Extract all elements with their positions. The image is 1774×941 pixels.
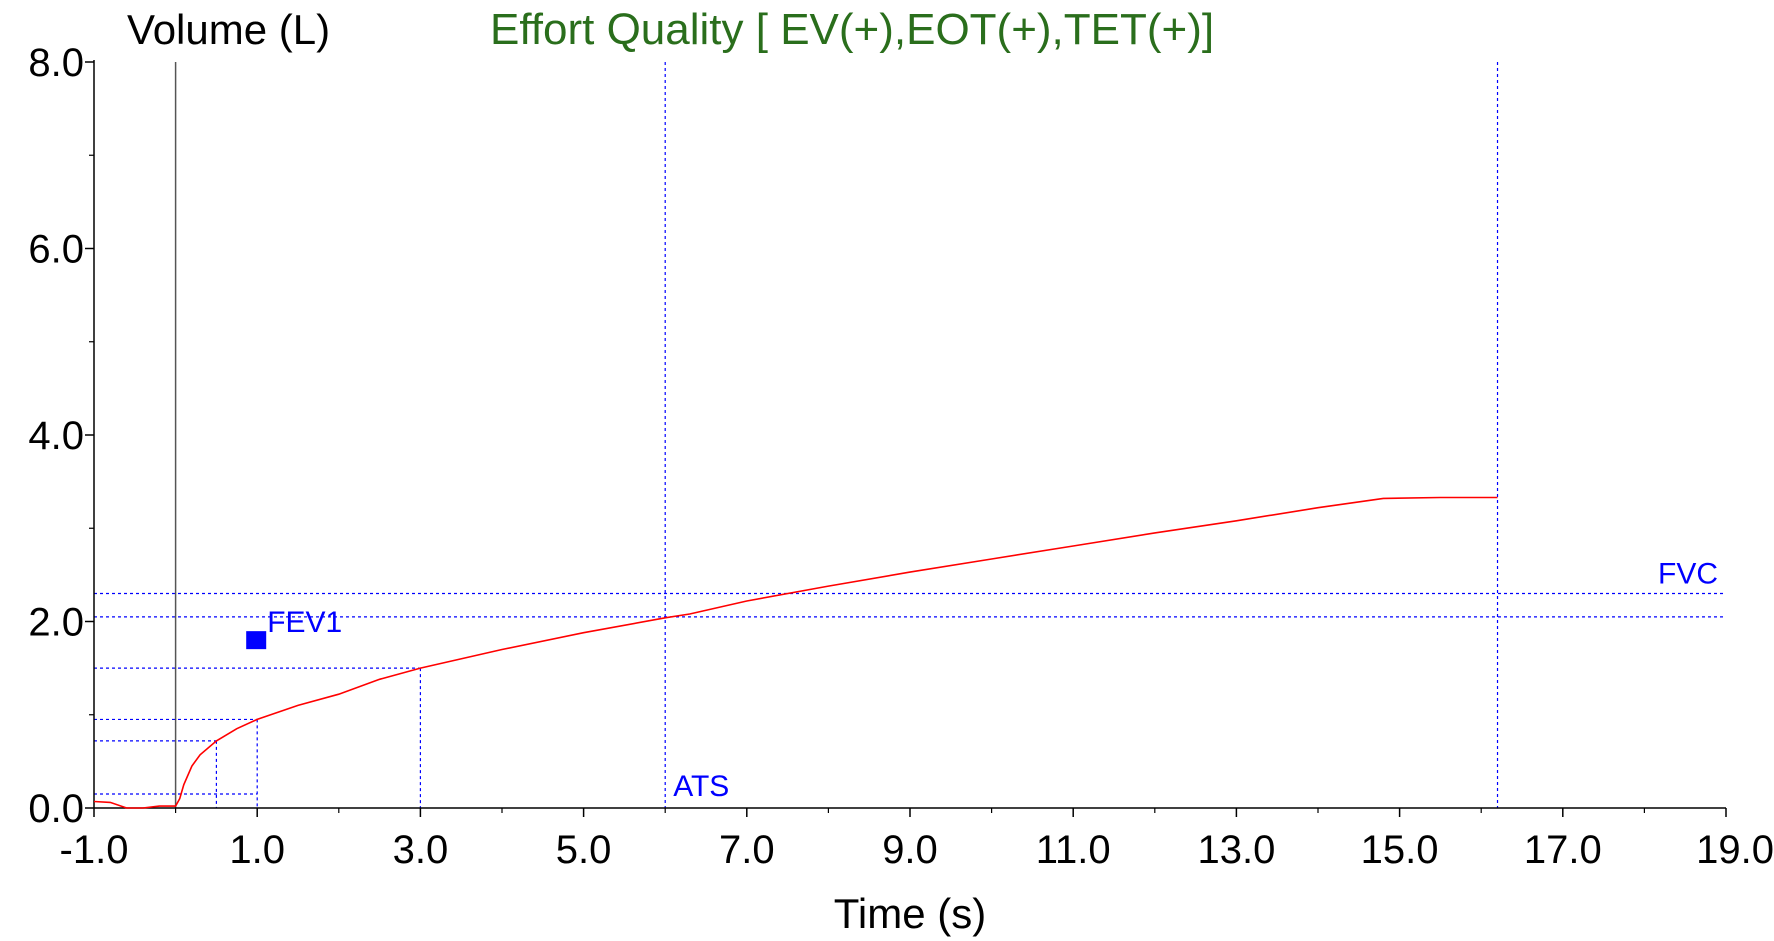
y-tick-label: 4.0 xyxy=(28,414,84,458)
fev1-label: FEV1 xyxy=(267,606,342,639)
x-tick-label: 15.0 xyxy=(1361,828,1439,872)
x-tick-label: 5.0 xyxy=(556,828,612,872)
x-axis-label: Time (s) xyxy=(834,890,986,937)
y-tick-label: 6.0 xyxy=(28,228,84,272)
x-tick-label: 1.0 xyxy=(229,828,285,872)
guide-lines-layer: FVC ATS xyxy=(94,62,1726,808)
axes-layer xyxy=(93,60,1726,809)
x-tick-label: 9.0 xyxy=(882,828,938,872)
y-tick-label: 0.0 xyxy=(28,787,84,831)
x-tick-label: 3.0 xyxy=(393,828,449,872)
x-tick-label: 19.0 xyxy=(1696,828,1774,872)
fvc-label: FVC xyxy=(1658,558,1718,591)
fev1-marker xyxy=(246,631,267,650)
x-tick-label: 11.0 xyxy=(1036,828,1111,872)
y-axis-label: Volume (L) xyxy=(127,6,330,53)
x-tick-label: 13.0 xyxy=(1197,828,1275,872)
ats-label: ATS xyxy=(673,770,729,803)
x-tick-label: -1.0 xyxy=(60,828,129,872)
ticks-layer: -1.0 1.0 3.0 5.0 7.0 9.0 11.0 13.0 15.0 17.0 19.0 0… xyxy=(28,41,1774,872)
y-tick-label: 2.0 xyxy=(28,601,84,645)
series-layer xyxy=(93,496,1498,809)
y-tick-label: 8.0 xyxy=(28,41,84,85)
markers-layer: FEV1 xyxy=(246,606,342,650)
volume-time-curve xyxy=(93,496,1498,809)
x-tick-label: 17.0 xyxy=(1524,828,1602,872)
effort-quality-title: Effort Quality [ EV(+),EOT(+),TET(+)] xyxy=(490,5,1214,54)
x-tick-label: 7.0 xyxy=(719,828,775,872)
